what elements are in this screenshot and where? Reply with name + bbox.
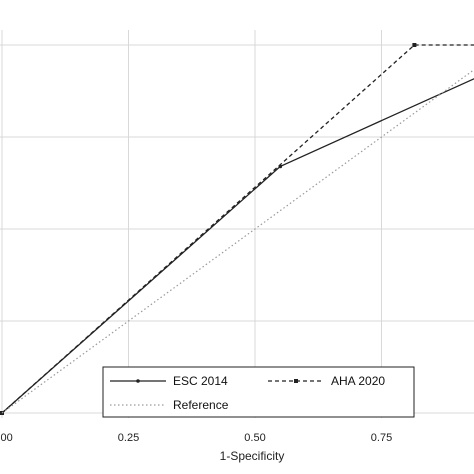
x-tick-label: 0.50 [244, 432, 265, 444]
legend-marker [136, 379, 140, 383]
x-tick-label: 0.75 [371, 432, 392, 444]
x-tick-label: 0.00 [0, 432, 13, 444]
series-line-reference [1, 68, 474, 414]
x-tick-label: 0.25 [118, 432, 139, 444]
legend-box [102, 366, 415, 418]
series-layer [0, 43, 474, 415]
series-line-aha-2020 [1, 44, 474, 414]
legend-label: AHA 2020 [331, 374, 385, 388]
legend-item-reference: Reference [110, 398, 229, 412]
series-line-esc-2014 [1, 78, 474, 414]
legend-label: Reference [173, 398, 229, 412]
grid-lines [0, 30, 474, 418]
legend-label: ESC 2014 [173, 374, 228, 388]
legend-item-aha-2020: AHA 2020 [268, 374, 385, 388]
axis-ticks: 0.00 0.25 0.50 0.75 [0, 432, 392, 444]
legend-marker [294, 379, 298, 383]
x-axis-title: 1-Specificity [220, 449, 285, 463]
data-point [412, 43, 417, 47]
legend: ESC 2014 AHA 2020 Reference [102, 366, 415, 418]
legend-item-esc-2014: ESC 2014 [110, 374, 228, 388]
